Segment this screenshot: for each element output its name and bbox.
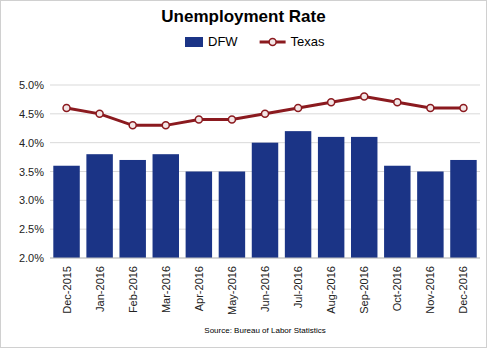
x-tick-label: Jan-2016: [94, 266, 106, 312]
x-tick-label: Mar-2016: [160, 266, 172, 313]
y-tick-label: 4.0%: [19, 137, 44, 149]
line-marker: [460, 105, 467, 112]
labels: Dec-2015 Jan-2016 Feb-2016 Mar-2016 Apr-2016…: [61, 266, 470, 315]
line-marker: [228, 116, 235, 123]
bar: [252, 143, 278, 258]
chart-frame: [1, 1, 487, 348]
line-marker: [427, 105, 434, 112]
line-marker: [129, 122, 136, 129]
bar: [450, 160, 476, 258]
line-marker: [361, 93, 368, 100]
line-marker: [63, 105, 70, 112]
x-tick-label: Nov-2016: [424, 266, 436, 314]
legend-swatch: [185, 37, 203, 47]
bar: [53, 166, 79, 258]
line-marker: [96, 110, 103, 117]
legend-label: DFW: [208, 34, 238, 49]
y-tick-label: 3.5%: [19, 166, 44, 178]
x-axis: [50, 258, 480, 259]
bar: [119, 160, 145, 258]
bar: [153, 154, 179, 258]
bar: [417, 172, 443, 259]
marks: [53, 93, 476, 258]
x-tick-label: Dec-2016: [457, 266, 469, 314]
legend-marker: [269, 39, 276, 46]
grid-line: [50, 85, 480, 86]
line: [67, 97, 464, 126]
source: Source: Bureau of Labor Statistics: [204, 326, 325, 335]
bar: [384, 166, 410, 258]
bar: [318, 137, 344, 258]
x-tick-label: Feb-2016: [127, 266, 139, 313]
bar: [351, 137, 377, 258]
title: Unemployment Rate: [161, 7, 325, 26]
x-tick-label: Jul-2016: [292, 266, 304, 308]
line-marker: [328, 99, 335, 106]
x-tick-label: Apr-2016: [193, 266, 205, 311]
line-marker: [162, 122, 169, 129]
line-marker: [394, 99, 401, 106]
y-tick-label: 5.0%: [19, 79, 44, 91]
bar: [219, 172, 245, 259]
bar: [285, 131, 311, 258]
y-tick-label: 2.0%: [19, 252, 44, 264]
x-tick-label: Oct-2016: [391, 266, 403, 311]
y-tick-label: 2.5%: [19, 223, 44, 235]
x-tick-label: Dec-2015: [61, 266, 73, 314]
grid-line: [50, 258, 480, 259]
line-marker: [295, 105, 302, 112]
y-tick-label: 4.5%: [19, 108, 44, 120]
line-marker: [262, 110, 269, 117]
x-tick-label: Aug-2016: [325, 266, 337, 314]
y-tick-label: 3.0%: [19, 194, 44, 206]
x-tick-label: May-2016: [226, 266, 238, 315]
line-marker: [195, 116, 202, 123]
bar: [86, 154, 112, 258]
bar: [186, 172, 212, 259]
legend: DFW Texas: [185, 34, 325, 49]
chart: Unemployment Rate 2.0% 2.5% 3.0% 3.5% 4.0% 4.5…: [0, 0, 487, 348]
legend-label: Texas: [291, 34, 325, 49]
x-tick-label: Jun-2016: [259, 266, 271, 312]
x-tick-label: Sep-2016: [358, 266, 370, 314]
